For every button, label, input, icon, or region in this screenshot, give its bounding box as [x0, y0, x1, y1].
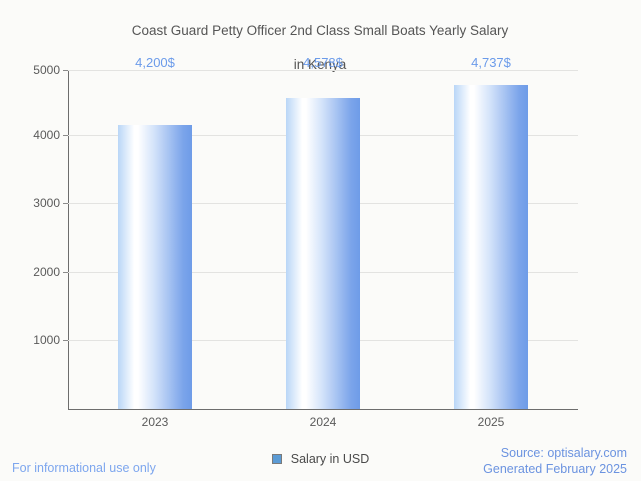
legend-label: Salary in USD: [290, 452, 370, 466]
footer-generated: Generated February 2025: [483, 462, 627, 476]
chart-title: Coast Guard Petty Officer 2nd Class Smal…: [70, 5, 570, 73]
bar-2025[interactable]: [454, 85, 528, 409]
bar-value-label-2023: 4,200$: [135, 55, 175, 70]
ytick-mark-4000: [63, 135, 68, 136]
ytick-label-2000: 2000: [33, 265, 60, 279]
ytick-mark-1000: [63, 340, 68, 341]
footer-disclaimer: For informational use only: [12, 461, 156, 475]
bar-2023[interactable]: [118, 125, 192, 409]
legend-item-salary-in-usd[interactable]: Salary in USD: [271, 452, 370, 466]
bar-2024[interactable]: [286, 98, 360, 409]
ytick-label-3000: 3000: [33, 196, 60, 210]
ytick-mark-3000: [63, 203, 68, 204]
ytick-mark-2000: [63, 272, 68, 273]
footer-source: Source: optisalary.com: [500, 446, 627, 460]
ytick-label-1000: 1000: [33, 333, 60, 347]
legend-swatch-icon: [271, 454, 282, 464]
ytick-label-4000: 4000: [33, 128, 60, 142]
footer-source-block: Source: optisalary.com Generated Februar…: [483, 445, 627, 477]
bar-value-label-2024: 4,578$: [303, 55, 343, 70]
xtick-label-2025: 2025: [477, 415, 505, 429]
ytick-label-5000: 5000: [33, 63, 60, 77]
ytick-mark-5000: [63, 70, 68, 71]
chart-title-line-1: Coast Guard Petty Officer 2nd Class Smal…: [131, 23, 509, 38]
chart-title-line-2: in Kenya: [293, 57, 347, 72]
gridline-5000: [68, 70, 578, 71]
xtick-label-2024: 2024: [309, 415, 337, 429]
y-axis-line: [68, 70, 69, 410]
bar-value-label-2025: 4,737$: [471, 55, 511, 70]
xtick-label-2023: 2023: [141, 415, 169, 429]
chart-legend: Salary in USD: [0, 452, 641, 466]
x-axis-line: [68, 409, 578, 410]
